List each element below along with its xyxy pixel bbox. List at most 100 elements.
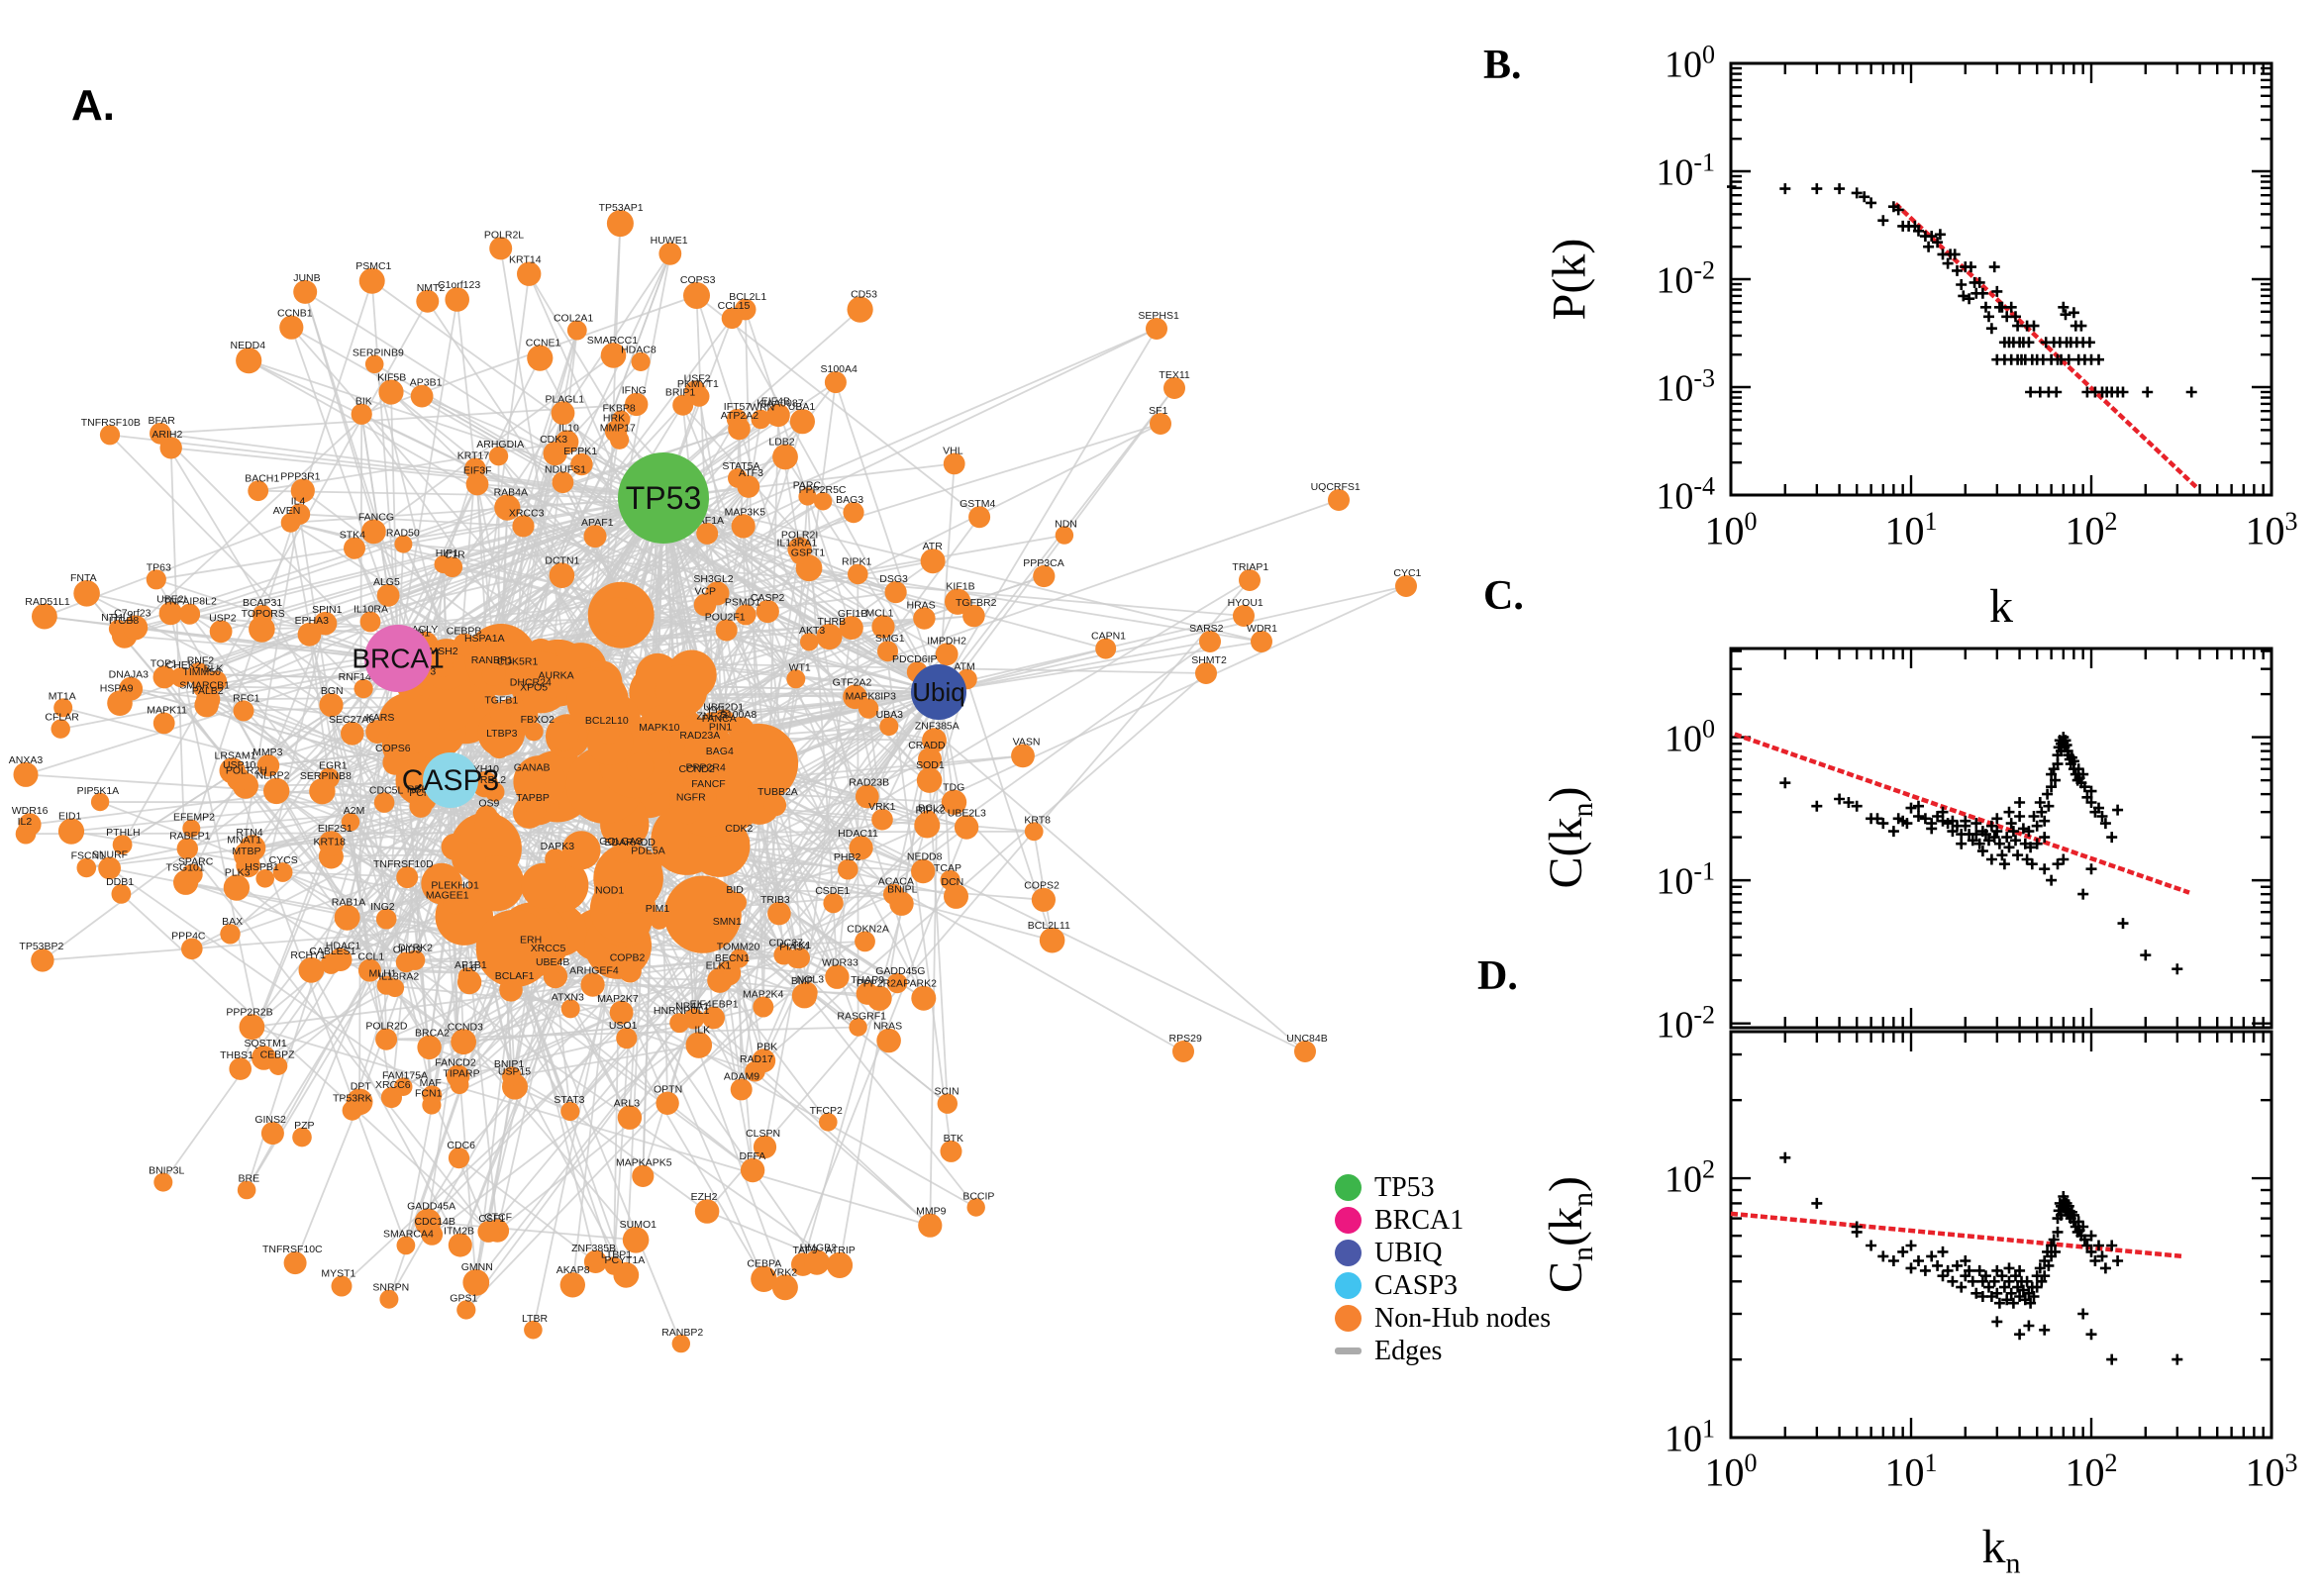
network-edge: [350, 822, 371, 971]
network-node: [889, 891, 914, 916]
data-point: [2023, 826, 2035, 838]
network-node: [280, 513, 301, 533]
network-edge: [466, 976, 628, 1276]
network-node-label: ING2: [370, 901, 395, 913]
network-node-label: SMARCC1: [587, 335, 639, 347]
network-node: [1195, 662, 1217, 684]
network-node: [559, 1272, 585, 1298]
network-node: [1024, 822, 1044, 842]
network-node-label: PARC: [793, 479, 822, 491]
data-point: [1932, 237, 1944, 249]
network-edge: [463, 525, 745, 646]
network-node: [98, 856, 121, 880]
data-point: [2083, 337, 2095, 349]
network-node-label: ITGB8: [109, 615, 140, 627]
network-edge: [1033, 831, 1054, 941]
network-node-label: ZNF385A: [915, 720, 960, 732]
y-tick-label: 101: [1665, 1414, 1715, 1460]
network-node: [1150, 413, 1171, 435]
network-node-label: WDR16: [12, 805, 49, 817]
network-cluster-blob: [468, 855, 525, 912]
data-point: [1887, 1255, 1899, 1266]
network-node: [611, 844, 631, 863]
network-node-label: EIF3F: [463, 465, 492, 477]
hub-node-brca1: [364, 625, 432, 692]
network-node-label: TGFB1: [484, 694, 518, 706]
network-node-label: ATM: [954, 661, 974, 673]
plot-c-ylabel: C(kn): [1540, 786, 1599, 889]
data-point: [2106, 1353, 2118, 1365]
network-node: [331, 1275, 353, 1297]
data-point: [1991, 285, 2003, 297]
data-point: [1877, 1250, 1889, 1262]
network-node-label: MAPKAPK5: [616, 1157, 672, 1169]
network-node-label: IFNG: [622, 385, 647, 397]
network-node: [489, 702, 512, 725]
network-cluster-blob: [655, 664, 708, 717]
network-edge: [163, 497, 664, 678]
network-node: [385, 978, 405, 998]
network-node-label: NOL3: [797, 974, 825, 986]
data-point: [1779, 777, 1791, 789]
network-node-label: IL13RA1: [776, 537, 817, 549]
network-node-label: AP3B1: [410, 377, 443, 389]
network-edge: [693, 1018, 931, 1227]
data-point: [1866, 1240, 1877, 1251]
network-node: [111, 884, 132, 904]
network-node: [430, 653, 454, 677]
network-node-label: CTCF: [484, 1212, 512, 1224]
data-point: [2007, 1297, 2019, 1309]
network-edge: [155, 578, 399, 659]
network-edge: [424, 566, 454, 646]
network-node-label: GADD45A: [407, 1201, 455, 1213]
plot-d-canvas: [1729, 1030, 2273, 1440]
network-edge: [882, 626, 953, 1152]
network-node-label: C7orf23: [114, 607, 152, 619]
network-node: [194, 693, 219, 718]
network-node: [819, 1113, 838, 1132]
network-node: [610, 430, 630, 449]
data-point: [2043, 1259, 2055, 1271]
y-tick-label: 100: [1665, 714, 1715, 759]
network-node-label: CCNB1: [277, 308, 313, 320]
legend-label: CASP3: [1374, 1269, 1459, 1301]
network-node: [298, 956, 325, 983]
network-node-label: PPP2R2A: [857, 978, 903, 990]
network-node: [99, 425, 121, 446]
network-node: [804, 1249, 830, 1275]
network-node: [600, 343, 627, 368]
network-edge: [252, 1026, 931, 1227]
data-point: [1901, 818, 1913, 830]
network-node: [570, 452, 593, 476]
data-point: [2085, 785, 2097, 797]
network-node: [445, 287, 470, 312]
network-node-label: COL2A1: [554, 313, 593, 325]
network-node-label: PHB2: [834, 851, 861, 863]
network-node-label: BFAR: [148, 415, 175, 427]
network-node: [297, 622, 322, 647]
data-point: [1996, 1270, 2008, 1282]
network-node-label: PLK3: [225, 866, 251, 878]
data-point: [2077, 1308, 2089, 1320]
data-point: [1851, 1226, 1863, 1238]
network-node: [237, 1180, 256, 1200]
network-node: [474, 641, 495, 661]
data-point: [1967, 1275, 1978, 1287]
network-node: [319, 692, 344, 718]
network-node: [462, 1269, 490, 1296]
network-node-label: IL13RA2: [378, 971, 419, 983]
network-node: [730, 1078, 753, 1101]
network-node-label: XRCC5: [531, 943, 566, 954]
data-point: [1932, 1259, 1944, 1271]
hub-label-brca1: BRCA1: [352, 644, 444, 674]
data-point: [1976, 1275, 1988, 1287]
network-node: [725, 891, 748, 914]
network-node: [922, 728, 947, 753]
network-node: [671, 1334, 690, 1353]
network-node-label: NRAS: [873, 1021, 902, 1033]
network-node-label: TNFRSF10B: [81, 417, 141, 429]
network-cluster-blob: [550, 722, 579, 751]
network-node-label: IL2: [18, 816, 33, 828]
network-node: [178, 603, 201, 625]
data-point: [2077, 888, 2089, 900]
